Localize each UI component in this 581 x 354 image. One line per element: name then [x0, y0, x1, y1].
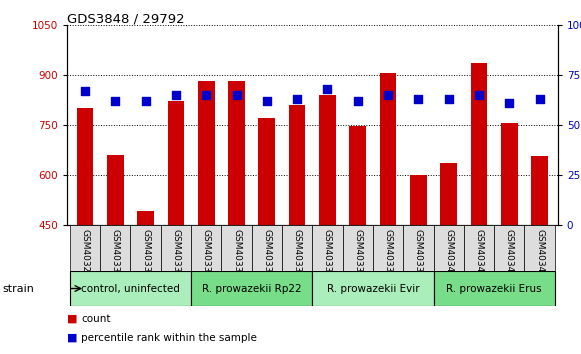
- Text: percentile rank within the sample: percentile rank within the sample: [81, 333, 257, 343]
- Point: [262, 98, 271, 104]
- Bar: [131, 225, 161, 271]
- Text: GSM403379: GSM403379: [171, 229, 181, 284]
- Bar: [501, 123, 518, 225]
- Point: [474, 92, 483, 98]
- Bar: [77, 108, 94, 225]
- Point: [535, 96, 544, 102]
- Text: GSM403445: GSM403445: [475, 229, 483, 284]
- Bar: [289, 105, 306, 225]
- Point: [202, 92, 211, 98]
- Text: GSM403383: GSM403383: [263, 229, 271, 284]
- Bar: [373, 225, 403, 271]
- Point: [110, 98, 120, 104]
- Bar: [319, 95, 336, 225]
- Text: count: count: [81, 314, 111, 324]
- Text: GSM403378: GSM403378: [141, 229, 150, 284]
- Bar: [313, 271, 433, 306]
- Text: GSM403387: GSM403387: [323, 229, 332, 284]
- Bar: [494, 225, 525, 271]
- Point: [141, 98, 150, 104]
- Bar: [433, 271, 555, 306]
- Bar: [440, 163, 457, 225]
- Bar: [191, 225, 221, 271]
- Bar: [221, 225, 252, 271]
- Bar: [70, 225, 100, 271]
- Bar: [107, 155, 124, 225]
- Point: [353, 98, 363, 104]
- Bar: [198, 81, 214, 225]
- Text: ■: ■: [67, 333, 77, 343]
- Bar: [343, 225, 373, 271]
- Text: GSM403377: GSM403377: [111, 229, 120, 284]
- Text: strain: strain: [3, 284, 35, 293]
- Point: [505, 100, 514, 105]
- Point: [171, 92, 181, 98]
- Bar: [137, 211, 154, 225]
- Bar: [531, 156, 548, 225]
- Text: GDS3848 / 29792: GDS3848 / 29792: [67, 12, 184, 25]
- Text: GSM403446: GSM403446: [505, 229, 514, 284]
- Bar: [313, 225, 343, 271]
- Text: R. prowazekii Erus: R. prowazekii Erus: [446, 284, 542, 293]
- Text: GSM403444: GSM403444: [444, 229, 453, 284]
- Text: GSM403380: GSM403380: [202, 229, 211, 284]
- Text: GSM403388: GSM403388: [353, 229, 362, 284]
- Bar: [433, 225, 464, 271]
- Text: ■: ■: [67, 314, 77, 324]
- Text: GSM403391: GSM403391: [414, 229, 423, 284]
- Text: R. prowazekii Evir: R. prowazekii Evir: [327, 284, 419, 293]
- Text: control, uninfected: control, uninfected: [81, 284, 180, 293]
- Point: [292, 96, 302, 102]
- Bar: [191, 271, 313, 306]
- Point: [323, 86, 332, 92]
- Text: GSM403382: GSM403382: [232, 229, 241, 284]
- Text: GSM403384: GSM403384: [293, 229, 302, 284]
- Bar: [282, 225, 313, 271]
- Point: [80, 88, 89, 93]
- Bar: [403, 225, 433, 271]
- Bar: [380, 73, 396, 225]
- Text: GSM403389: GSM403389: [383, 229, 393, 284]
- Point: [444, 96, 453, 102]
- Point: [414, 96, 423, 102]
- Bar: [464, 225, 494, 271]
- Bar: [167, 102, 184, 225]
- Text: GSM403281: GSM403281: [81, 229, 89, 284]
- Bar: [525, 225, 555, 271]
- Bar: [471, 63, 487, 225]
- Bar: [228, 81, 245, 225]
- Point: [383, 92, 393, 98]
- Bar: [410, 175, 426, 225]
- Bar: [100, 225, 131, 271]
- Text: GSM403447: GSM403447: [535, 229, 544, 284]
- Bar: [349, 126, 366, 225]
- Text: R. prowazekii Rp22: R. prowazekii Rp22: [202, 284, 302, 293]
- Point: [232, 92, 241, 98]
- Bar: [70, 271, 191, 306]
- Bar: [161, 225, 191, 271]
- Bar: [259, 118, 275, 225]
- Bar: [252, 225, 282, 271]
